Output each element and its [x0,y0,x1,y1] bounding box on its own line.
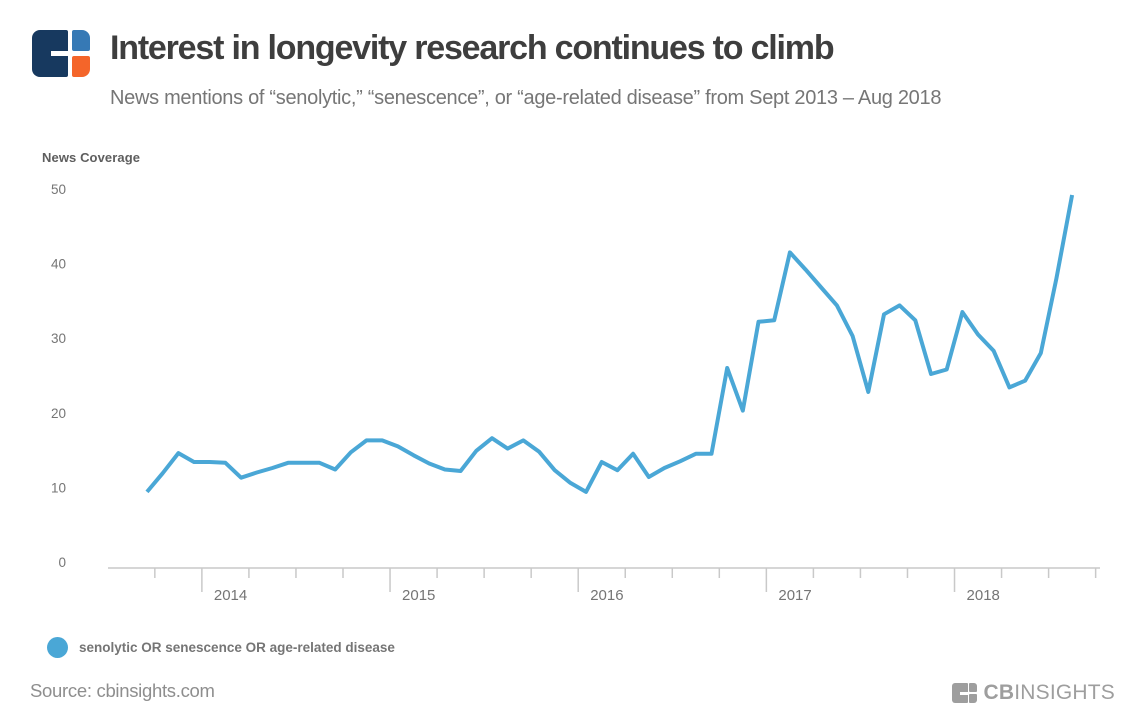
legend-label: senolytic OR senescence OR age-related d… [79,640,395,655]
legend: senolytic OR senescence OR age-related d… [47,637,395,658]
cb-insights-wordmark: CBINSIGHTS [952,681,1115,705]
cb-insights-logo [32,30,90,77]
y-axis-tick-label: 10 [51,480,66,495]
y-axis-tick-label: 50 [51,182,66,197]
y-axis-tick-label: 40 [51,257,66,272]
glyph-block-bottom [969,694,978,703]
glyph-block-top [969,683,978,692]
logo-notch [51,51,68,56]
glyph-notch [960,691,968,695]
x-axis-year-label: 2014 [214,587,247,604]
x-axis-year-label: 2015 [402,587,435,604]
y-axis-title: News Coverage [42,150,141,165]
y-axis-tick-label: 0 [58,555,66,570]
page-title: Interest in longevity research continues… [110,29,835,67]
y-axis-tick-label: 20 [51,406,66,421]
source-note: Source: cbinsights.com [30,680,215,701]
brand-text: CBINSIGHTS [983,681,1115,705]
page-subtitle: News mentions of “senolytic,” “senescenc… [110,87,942,109]
x-axis-year-label: 2018 [967,587,1000,604]
logo-block-orange [72,56,90,77]
y-axis-tick-label: 30 [51,331,66,346]
cb-insights-glyph-icon [952,683,978,703]
glyph-block-left [952,683,968,703]
trend-line [145,194,1075,494]
legend-dot-icon [47,637,68,658]
brand-insights: INSIGHTS [1014,681,1115,704]
brand-cb: CB [983,681,1015,704]
logo-block-blue [72,30,90,51]
x-axis-year-label: 2016 [590,587,623,604]
x-axis-year-label: 2017 [778,587,811,604]
